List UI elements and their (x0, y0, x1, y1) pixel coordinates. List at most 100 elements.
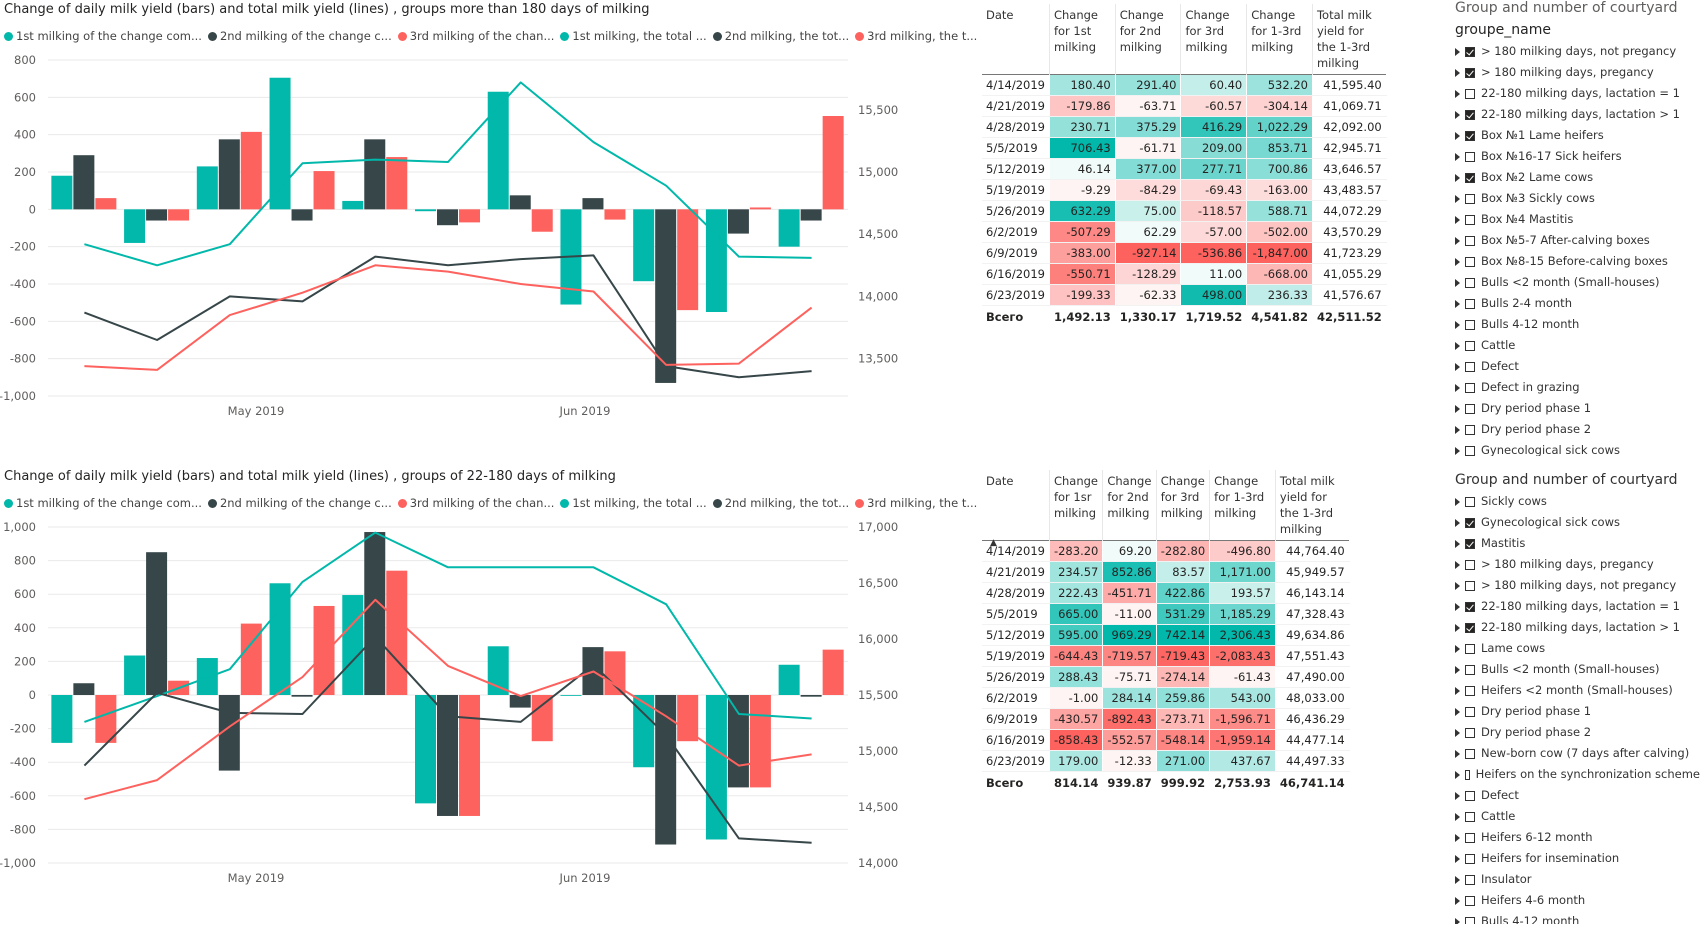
slicer-item[interactable]: Bulls 4-12 month (1455, 314, 1700, 335)
bar[interactable] (342, 200, 364, 210)
expand-arrow-icon[interactable] (1455, 497, 1460, 506)
expand-arrow-icon[interactable] (1455, 707, 1460, 716)
table-row[interactable]: 4/14/2019 180.40 291.40 60.40 532.20 41,595.4… (982, 74, 1387, 96)
chart-panel-22-180[interactable]: Change of daily milk yield (bars) and to… (0, 467, 977, 929)
expand-arrow-icon[interactable] (1455, 404, 1460, 413)
bar[interactable] (342, 595, 364, 695)
expand-arrow-icon[interactable] (1455, 278, 1460, 287)
bar[interactable] (269, 77, 291, 210)
slicer-item[interactable]: New-born cow (7 days after calving) (1455, 743, 1700, 764)
checkbox[interactable] (1465, 622, 1475, 633)
bar[interactable] (822, 649, 844, 695)
checkbox[interactable] (1465, 67, 1475, 78)
bar[interactable] (51, 695, 73, 743)
slicer-item[interactable]: Defect (1455, 356, 1700, 377)
expand-arrow-icon[interactable] (1455, 644, 1460, 653)
bar[interactable] (778, 209, 800, 247)
expand-arrow-icon[interactable] (1455, 833, 1460, 842)
table-row[interactable]: 6/16/2019 -858.43 -552.57 -548.14 -1,959.14 4… (982, 729, 1350, 751)
checkbox[interactable] (1465, 580, 1475, 591)
bar[interactable] (727, 695, 749, 788)
checkbox[interactable] (1465, 517, 1475, 528)
bar[interactable] (778, 664, 800, 695)
column-header[interactable]: Change for 2nd milking (1102, 470, 1157, 541)
sort-ascending-icon[interactable]: ▲ (990, 538, 997, 548)
expand-arrow-icon[interactable] (1455, 749, 1460, 758)
chart-legend[interactable]: 1st milking of the change com... 2nd milk… (4, 496, 983, 510)
slicer-item[interactable]: 22-180 milking days, lactation > 1 (1455, 104, 1700, 125)
expand-arrow-icon[interactable] (1455, 299, 1460, 308)
expand-arrow-icon[interactable] (1455, 581, 1460, 590)
checkbox[interactable] (1465, 874, 1475, 885)
legend-item[interactable]: 3rd milking, the t... (855, 29, 977, 43)
expand-arrow-icon[interactable] (1455, 131, 1460, 140)
table-row[interactable]: 6/2/2019 -507.29 62.29 -57.00 -502.00 43,570.… (982, 221, 1387, 243)
slicer-item[interactable]: Box №5-7 After-calving boxes (1455, 230, 1700, 251)
slicer-item[interactable]: Defect in grazing (1455, 377, 1700, 398)
slicer-item[interactable]: Box №8-15 Before-calving boxes (1455, 251, 1700, 272)
slicer-item[interactable]: 22-180 milking days, lactation = 1 (1455, 596, 1700, 617)
legend-item[interactable]: 3rd milking, the t... (855, 496, 977, 510)
series-line[interactable] (84, 81, 812, 267)
bar[interactable] (459, 209, 480, 223)
bar[interactable] (705, 695, 727, 840)
expand-arrow-icon[interactable] (1455, 791, 1460, 800)
slicer-item[interactable]: Heifers 4-6 month (1455, 890, 1700, 911)
bar[interactable] (633, 209, 655, 282)
bar[interactable] (196, 166, 218, 210)
checkbox[interactable] (1465, 496, 1475, 507)
expand-arrow-icon[interactable] (1455, 896, 1460, 905)
bar[interactable] (437, 695, 458, 816)
expand-arrow-icon[interactable] (1455, 173, 1460, 182)
slicer-item[interactable]: Defect (1455, 785, 1700, 806)
table-row[interactable]: 6/9/2019 -430.57 -892.43 -273.71 -1,596.71 46… (982, 708, 1350, 730)
bar[interactable] (560, 695, 582, 696)
series-line[interactable] (84, 264, 813, 371)
checkbox[interactable] (1465, 748, 1475, 759)
expand-arrow-icon[interactable] (1455, 110, 1460, 119)
slicer-item[interactable]: > 180 milking days, pregancy (1455, 62, 1700, 83)
slicer-list[interactable]: > 180 milking days, not pregancy > 180 mi… (1455, 41, 1700, 456)
group-slicer-2[interactable]: Group and number of courtyard Sickly cow… (1455, 472, 1700, 924)
chart-panel-over-180[interactable]: Change of daily milk yield (bars) and to… (0, 0, 977, 462)
column-header[interactable]: Date (982, 470, 1050, 541)
checkbox[interactable] (1465, 403, 1475, 414)
bar[interactable] (168, 209, 190, 221)
bar[interactable] (531, 209, 553, 232)
slicer-item[interactable]: Bulls <2 month (Small-houses) (1455, 272, 1700, 293)
checkbox[interactable] (1465, 601, 1475, 612)
bar[interactable] (749, 207, 771, 210)
slicer-item[interactable]: Cattle (1455, 806, 1700, 827)
table-row[interactable]: 6/16/2019 -550.71 -128.29 11.00 -668.00 41,05… (982, 263, 1387, 285)
column-header[interactable]: Change for 3rd milking (1156, 470, 1211, 541)
checkbox[interactable] (1465, 790, 1475, 801)
legend-item[interactable]: 1st milking of the change com... (4, 496, 202, 510)
table-row[interactable]: 5/5/2019 665.00 -11.00 531.29 1,185.29 47,328… (982, 603, 1350, 625)
table-row[interactable]: 5/26/2019 632.29 75.00 -118.57 588.71 44,072.… (982, 200, 1387, 222)
column-header[interactable]: Total milk yield for the 1-3rd milking (1316, 8, 1372, 70)
checkbox[interactable] (1465, 727, 1475, 738)
column-header[interactable]: Change for 3rd milking (1180, 4, 1248, 75)
slicer-item[interactable]: Mastitis (1455, 533, 1700, 554)
slicer-item[interactable]: > 180 milking days, not pregancy (1455, 41, 1700, 62)
group-slicer-1[interactable]: Group and number of courtyard groupe_nam… (1455, 0, 1700, 456)
slicer-item[interactable]: Heifers for insemination (1455, 848, 1700, 869)
slicer-item[interactable]: Dry period phase 1 (1455, 398, 1700, 419)
expand-arrow-icon[interactable] (1455, 560, 1460, 569)
bar[interactable] (124, 655, 146, 695)
table-row[interactable]: 5/26/2019 288.43 -75.71 -274.14 -61.43 47,490… (982, 666, 1350, 688)
bar[interactable] (531, 695, 553, 742)
series-line[interactable] (84, 598, 812, 801)
expand-arrow-icon[interactable] (1455, 383, 1460, 392)
bar[interactable] (415, 209, 436, 212)
table-row[interactable]: 5/12/2019 46.14 377.00 277.71 700.86 43,646.5… (982, 158, 1387, 180)
checkbox[interactable] (1465, 895, 1475, 906)
bar[interactable] (582, 198, 604, 210)
expand-arrow-icon[interactable] (1455, 152, 1460, 161)
bar[interactable] (73, 683, 95, 695)
bar[interactable] (291, 209, 313, 221)
expand-arrow-icon[interactable] (1455, 47, 1460, 56)
bar[interactable] (73, 155, 95, 210)
slicer-item[interactable]: Dry period phase 2 (1455, 419, 1700, 440)
legend-item[interactable]: 2nd milking of the change c... (207, 496, 392, 510)
